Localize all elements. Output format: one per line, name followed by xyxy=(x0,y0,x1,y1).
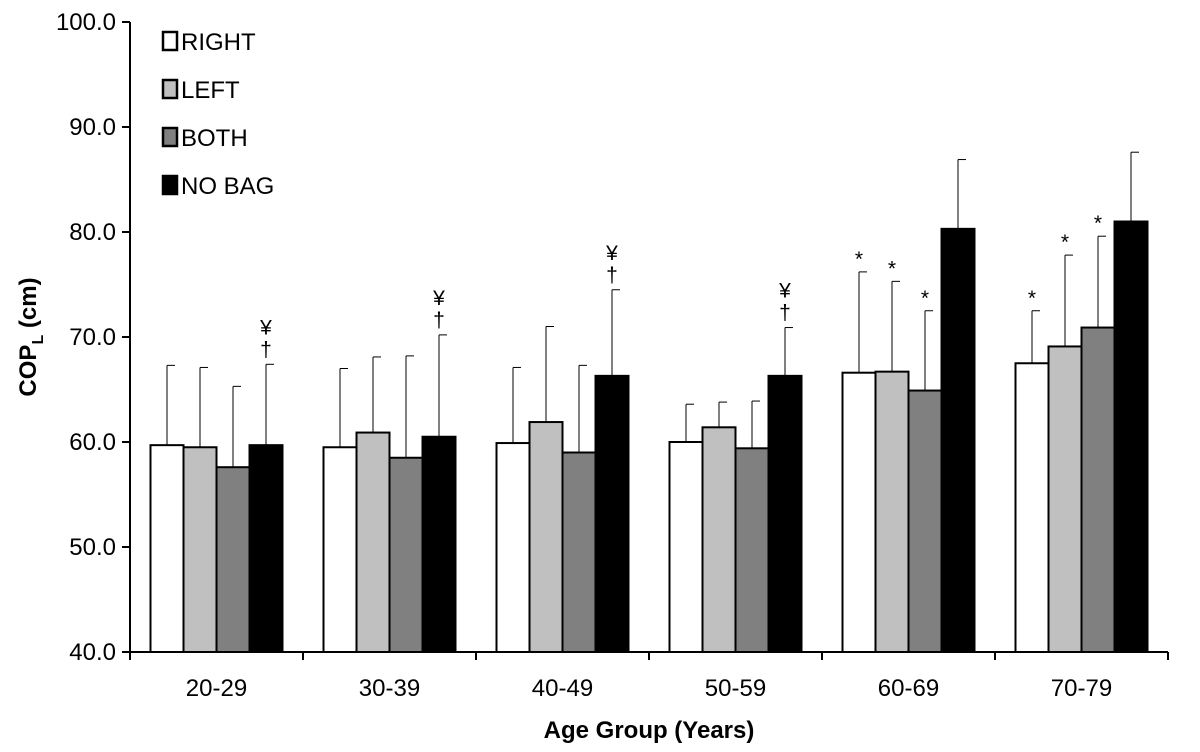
bar-left-50-59 xyxy=(701,426,737,653)
significance-mark: * xyxy=(1061,231,1069,254)
y-axis-title-main: COP xyxy=(15,345,42,397)
bar-no-bag-20-29 xyxy=(248,444,284,653)
y-axis-title: COPL (cm) xyxy=(15,277,47,396)
significance-mark: ¥ xyxy=(605,242,618,265)
x-tick-label: 20-29 xyxy=(186,675,247,702)
y-tick-label: 50.0 xyxy=(69,534,116,561)
x-axis-title: Age Group (Years) xyxy=(544,717,755,744)
legend-label-no-bag: NO BAG xyxy=(181,173,274,200)
y-axis-title-subscript: L xyxy=(30,335,47,345)
bar-right-50-59 xyxy=(668,441,704,653)
significance-mark: * xyxy=(1094,212,1102,235)
significance-mark: ¥ xyxy=(259,316,272,339)
legend-label-both: BOTH xyxy=(181,125,248,152)
bar-left-30-39 xyxy=(355,431,391,653)
bar-right-70-79 xyxy=(1014,362,1050,653)
bar-right-20-29 xyxy=(149,444,185,653)
significance-mark: * xyxy=(1028,287,1036,310)
bar-both-40-49 xyxy=(561,451,597,653)
bars-layer: ¥†¥†¥†¥†* ** *** xyxy=(149,151,1149,654)
legend-swatch-both xyxy=(161,126,179,148)
bar-no-bag-30-39 xyxy=(421,435,457,653)
y-tick-label: 70.0 xyxy=(69,324,116,351)
significance-mark: ¥ xyxy=(778,280,791,303)
significance-mark: † xyxy=(260,338,272,361)
bar-both-30-39 xyxy=(388,456,424,653)
legend-label-left: LEFT xyxy=(181,77,240,104)
significance-mark: † xyxy=(433,309,445,332)
significance-mark: † xyxy=(779,302,791,325)
bar-left-40-49 xyxy=(528,421,564,653)
x-tick-label: 30-39 xyxy=(359,675,420,702)
y-tick-label: 60.0 xyxy=(69,429,116,456)
bar-left-70-79 xyxy=(1047,345,1083,653)
axes-layer: 40.0 50.0 60.0 70.0 80.0 90.0 100.0 20-29 30-39 4… xyxy=(56,9,1169,702)
significance-mark: † xyxy=(606,264,618,287)
bar-right-30-39 xyxy=(322,446,358,653)
bar-left-60-69 xyxy=(874,370,910,653)
legend: RIGHT LEFT BOTH NO BAG xyxy=(161,29,274,200)
bar-no-bag-50-59 xyxy=(767,374,803,653)
bar-no-bag-40-49 xyxy=(594,374,630,653)
significance-mark: * xyxy=(855,248,863,271)
bar-both-50-59 xyxy=(734,447,770,653)
bar-both-60-69 xyxy=(907,389,943,653)
x-tick-label: 70-79 xyxy=(1051,675,1112,702)
bar-no-bag-70-79 xyxy=(1113,220,1149,653)
bar-both-70-79 xyxy=(1080,326,1116,653)
y-tick-label: 100.0 xyxy=(56,9,116,36)
bar-left-20-29 xyxy=(182,446,218,653)
x-tick-label: 50-59 xyxy=(705,675,766,702)
significance-mark: * xyxy=(888,257,896,280)
significance-mark: ¥ xyxy=(432,287,445,310)
bar-right-60-69 xyxy=(841,371,877,653)
legend-label-right: RIGHT xyxy=(181,29,256,56)
bar-both-20-29 xyxy=(215,466,251,654)
x-tick-label: 40-49 xyxy=(532,675,593,702)
significance-mark: * xyxy=(921,287,929,310)
y-axis-title-unit: (cm) xyxy=(15,277,42,334)
y-tick-label: 90.0 xyxy=(69,114,116,141)
legend-swatch-right xyxy=(161,30,179,52)
legend-swatch-no-bag xyxy=(161,174,179,196)
legend-swatch-left xyxy=(161,78,179,100)
x-tick-label: 60-69 xyxy=(878,675,939,702)
bar-no-bag-60-69 xyxy=(940,227,976,653)
y-tick-label: 80.0 xyxy=(69,219,116,246)
bar-right-40-49 xyxy=(495,442,531,653)
y-tick-label: 40.0 xyxy=(69,639,116,666)
